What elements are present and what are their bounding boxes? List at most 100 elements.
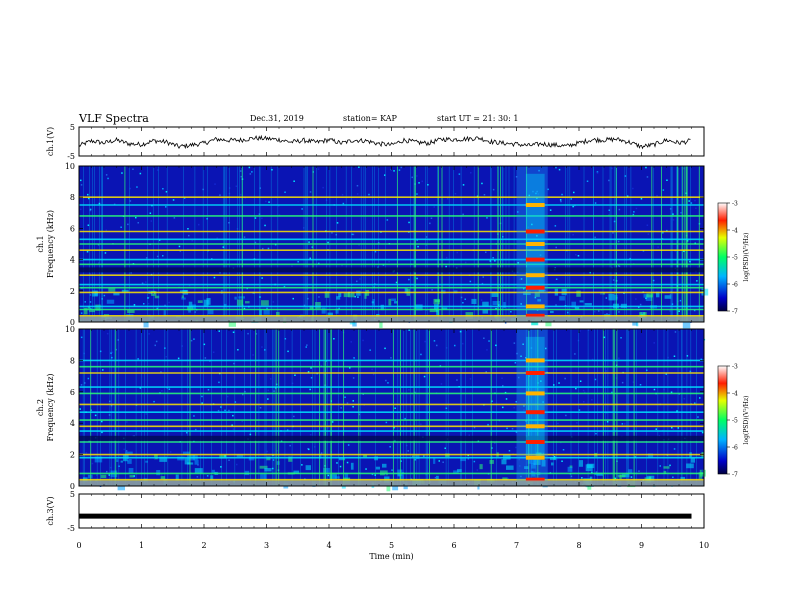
- speckle-cell: [653, 388, 656, 391]
- noise-cell: [159, 456, 167, 462]
- noise-cell: [608, 293, 615, 301]
- noise-cell: [391, 298, 396, 301]
- noise-cell: [399, 474, 404, 481]
- speckle-cell: [624, 175, 627, 177]
- speckle-cell: [310, 377, 313, 379]
- speckle-cell: [683, 250, 685, 252]
- speckle-cell: [193, 338, 195, 340]
- y-tick-label: 2: [70, 287, 75, 296]
- noise-cell: [371, 301, 374, 304]
- noise-cell: [506, 465, 514, 470]
- speckle-cell: [356, 280, 358, 283]
- y-tick-label: 0: [70, 482, 75, 491]
- noise-cell: [113, 292, 120, 296]
- speckle-cell: [168, 301, 170, 304]
- speckle-cell: [307, 297, 309, 300]
- speckle-cell: [612, 279, 615, 281]
- speckle-cell: [226, 395, 229, 398]
- speckle-cell: [635, 207, 638, 210]
- x-tick-label: 5: [389, 541, 394, 550]
- noise-cell: [129, 475, 135, 478]
- speckle-cell: [135, 216, 137, 219]
- y-tick-label: 8: [70, 356, 75, 365]
- speckle-cell: [301, 208, 303, 210]
- speckle-cell: [362, 393, 364, 395]
- speckle-cell: [247, 332, 249, 335]
- noise-cell: [95, 304, 101, 311]
- speckle-cell: [481, 282, 484, 285]
- speckle-cell: [416, 175, 418, 177]
- noise-cell: [259, 309, 262, 316]
- speckle-cell: [537, 193, 539, 195]
- speckle-cell: [147, 302, 150, 305]
- speckle-cell: [291, 265, 293, 267]
- speckle-cell: [545, 347, 547, 350]
- speckle-cell: [169, 451, 172, 453]
- speckle-cell: [148, 333, 150, 335]
- speckle-cell: [188, 234, 190, 237]
- speckle-cell: [155, 340, 158, 343]
- speckle-cell: [84, 301, 86, 303]
- speckle-cell: [145, 281, 147, 283]
- ch1-axis-label: ch.1(V): [46, 127, 55, 156]
- speckle-cell: [420, 353, 422, 356]
- speckle-cell: [294, 374, 296, 376]
- speckle-cell: [111, 351, 114, 354]
- burst-hotspot: [525, 257, 545, 262]
- speckle-cell: [581, 477, 583, 479]
- speckle-cell: [672, 219, 675, 221]
- speckle-cell: [286, 429, 289, 431]
- speckle-cell: [88, 197, 90, 200]
- speckle-cell: [515, 431, 518, 433]
- speckle-cell: [696, 280, 698, 282]
- speckle-cell: [618, 265, 621, 268]
- speckle-cell: [434, 476, 437, 479]
- speckle-cell: [476, 195, 479, 198]
- channel-label: ch.1: [36, 235, 45, 252]
- speckle-cell: [362, 339, 364, 342]
- speckle-cell: [273, 390, 275, 392]
- noise-cell: [334, 476, 340, 479]
- speckle-cell: [197, 464, 199, 466]
- speckle-cell: [259, 296, 261, 298]
- speckle-cell: [520, 278, 523, 280]
- speckle-cell: [549, 209, 552, 211]
- speckle-cell: [586, 180, 589, 182]
- speckle-cell: [216, 237, 218, 239]
- speckle-cell: [87, 224, 90, 226]
- speckle-cell: [186, 432, 188, 434]
- speckle-cell: [520, 475, 522, 478]
- speckle-cell: [393, 170, 395, 172]
- speckle-cell: [464, 261, 467, 264]
- speckle-cell: [259, 407, 262, 409]
- burst-hotspot: [525, 440, 545, 444]
- noise-cell: [263, 309, 270, 315]
- speckle-cell: [672, 428, 675, 430]
- speckle-cell: [553, 384, 555, 386]
- noise-cell: [179, 290, 188, 293]
- speckle-cell: [491, 447, 493, 449]
- speckle-cell: [220, 466, 222, 468]
- noise-cell: [502, 477, 508, 481]
- colorbar-tick-label: -3: [732, 364, 738, 371]
- speckle-cell: [251, 171, 253, 173]
- colorbar-tick-label: -4: [732, 391, 738, 398]
- speckle-cell: [384, 473, 387, 476]
- speckle-cell: [416, 277, 418, 280]
- speckle-cell: [203, 343, 206, 346]
- speckle-cell: [679, 299, 682, 302]
- speckle-cell: [90, 409, 92, 411]
- speckle-cell: [228, 409, 230, 412]
- speckle-cell: [156, 255, 159, 258]
- noise-cell: [163, 310, 166, 317]
- speckle-cell: [349, 367, 351, 369]
- speckle-cell: [575, 254, 577, 256]
- noise-cell: [117, 484, 125, 491]
- date-label: Dec.31, 2019: [250, 114, 304, 123]
- speckle-cell: [421, 180, 423, 183]
- speckle-cell: [515, 446, 517, 449]
- speckle-cell: [418, 182, 420, 184]
- speckle-cell: [611, 167, 613, 170]
- speckle-cell: [222, 246, 225, 248]
- speckle-cell: [408, 221, 410, 224]
